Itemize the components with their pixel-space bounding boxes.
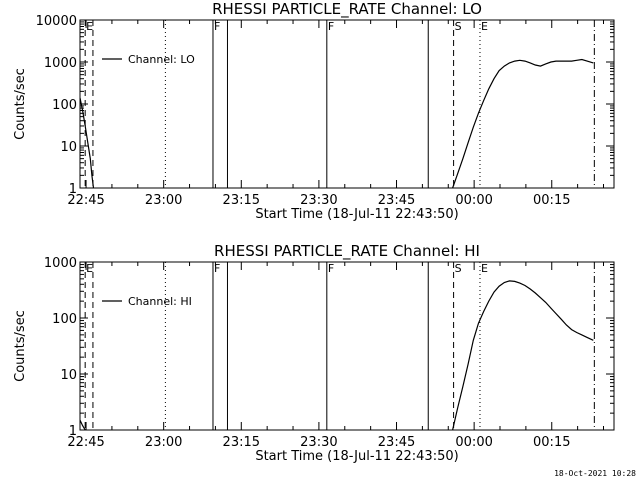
event-marker-label: S xyxy=(455,262,462,275)
chart-panel-1: RHESSI PARTICLE_RATE Channel: LO 1 10 100 10… xyxy=(13,0,615,222)
x-tick-label: 23:00 xyxy=(145,193,182,208)
series-line xyxy=(79,97,95,189)
event-marker-label: F xyxy=(328,262,334,275)
event-marker-label: F xyxy=(214,262,220,275)
x-tick-label: 23:15 xyxy=(223,435,260,450)
event-marker-label: E xyxy=(86,20,93,33)
chart-title: RHESSI PARTICLE_RATE Channel: HI xyxy=(214,242,480,261)
y-tick-label: 100 xyxy=(52,98,77,113)
legend-label: Channel: HI xyxy=(128,295,192,308)
event-marker-label: E xyxy=(481,262,488,275)
y-tick-label: 100 xyxy=(52,312,77,327)
x-tick-label: 23:45 xyxy=(378,193,415,208)
x-tick-label: 00:00 xyxy=(455,193,492,208)
y-tick-label: 10 xyxy=(60,140,77,155)
series-line xyxy=(452,58,594,189)
y-tick-label: 1000 xyxy=(44,56,77,71)
x-tick-label: 00:15 xyxy=(533,193,570,208)
event-marker-label: E xyxy=(86,262,93,275)
event-marker-label: S xyxy=(455,20,462,33)
x-tick-label: 23:15 xyxy=(223,193,260,208)
x-axis-label: Start Time (18-Jul-11 22:43:50) xyxy=(255,207,458,222)
x-tick-label: 23:30 xyxy=(300,435,337,450)
generation-timestamp: 18-Oct-2021 10:28 xyxy=(554,469,636,478)
y-tick-label: 1000 xyxy=(44,256,77,271)
event-marker-label: E xyxy=(481,20,488,33)
legend-label: Channel: LO xyxy=(128,53,195,66)
chart-title: RHESSI PARTICLE_RATE Channel: LO xyxy=(212,0,482,19)
y-tick-label: 1 xyxy=(69,182,77,197)
y-tick-label: 10 xyxy=(60,368,77,383)
x-tick-label: 00:15 xyxy=(533,435,570,450)
series-line xyxy=(79,419,86,431)
x-tick-label: 23:45 xyxy=(378,435,415,450)
event-marker-label: F xyxy=(328,20,334,33)
y-tick-label: 10000 xyxy=(36,14,77,29)
chart-panel-2: RHESSI PARTICLE_RATE Channel: HI 1 10 100 10… xyxy=(13,242,615,464)
x-tick-label: 22:45 xyxy=(67,435,104,450)
series-line xyxy=(452,280,594,431)
event-marker-label: F xyxy=(214,20,220,33)
x-tick-label: 23:30 xyxy=(300,193,337,208)
x-axis-label: Start Time (18-Jul-11 22:43:50) xyxy=(255,449,458,464)
x-tick-label: 22:45 xyxy=(67,193,104,208)
y-axis-label: Counts/sec xyxy=(13,68,28,140)
y-axis-label: Counts/sec xyxy=(13,310,28,382)
x-tick-label: 23:00 xyxy=(145,435,182,450)
y-tick-label: 1 xyxy=(69,424,77,439)
axes-frame xyxy=(79,19,615,189)
axes-frame xyxy=(79,261,615,431)
x-tick-label: 00:00 xyxy=(455,435,492,450)
